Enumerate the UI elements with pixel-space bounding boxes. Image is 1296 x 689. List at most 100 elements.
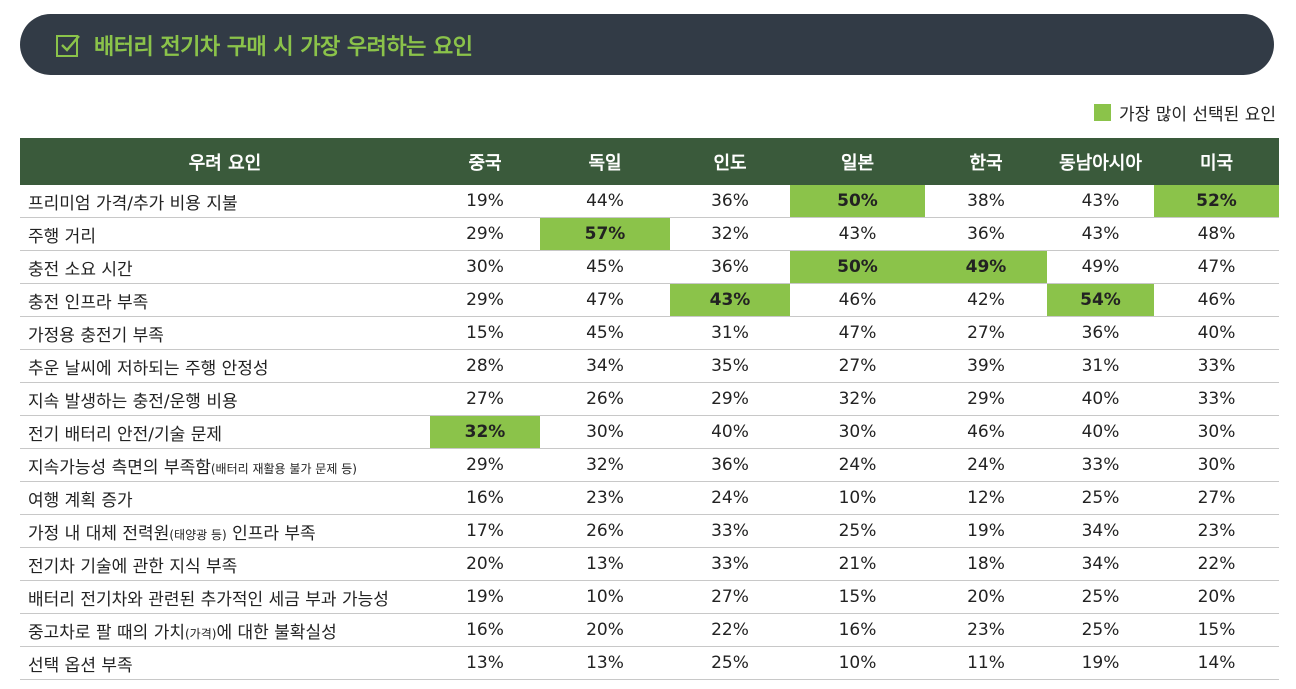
- value-cell: 15%: [1154, 613, 1279, 647]
- factor-label: 배터리 전기차와 관련된 추가적인 세금 부과 가능성: [20, 580, 430, 614]
- value-cell: 28%: [430, 349, 540, 383]
- value-cell: 29%: [430, 217, 540, 251]
- value-cell: 46%: [790, 283, 925, 317]
- value-cell: 36%: [670, 448, 790, 482]
- value-cell: 45%: [540, 316, 670, 350]
- table-body: 프리미엄 가격/추가 비용 지불 19% 44% 36% 50% 38% 43% 52% 주행 …: [20, 185, 1279, 680]
- value-cell: 36%: [925, 217, 1047, 251]
- value-cell: 17%: [430, 514, 540, 548]
- factor-label: 프리미엄 가격/추가 비용 지불: [20, 185, 430, 218]
- value-cell: 43%: [790, 217, 925, 251]
- table-row: 충전 인프라 부족 29% 47% 43% 46% 42% 54% 46%: [20, 283, 1279, 317]
- value-cell: 30%: [790, 415, 925, 449]
- factor-text: 가정 내 대체 전력원: [28, 523, 170, 544]
- value-cell: 54%: [1047, 283, 1154, 317]
- value-cell: 20%: [1154, 580, 1279, 614]
- value-cell: 46%: [925, 415, 1047, 449]
- factor-label: 중고차로 팔 때의 가치(가격)에 대한 불확실성: [20, 613, 430, 647]
- value-cell: 31%: [670, 316, 790, 350]
- value-cell: 34%: [1047, 547, 1154, 581]
- value-cell: 34%: [1047, 514, 1154, 548]
- column-header-country: 중국: [430, 138, 540, 185]
- table-row: 여행 계획 증가 16% 23% 24% 10% 12% 25% 27%: [20, 481, 1279, 515]
- factor-suffix: 에 대한 불확실성: [216, 622, 337, 643]
- value-cell: 20%: [925, 580, 1047, 614]
- value-cell: 14%: [1154, 646, 1279, 680]
- column-header-country: 인도: [670, 138, 790, 185]
- value-cell: 27%: [925, 316, 1047, 350]
- value-cell: 45%: [540, 250, 670, 284]
- value-cell: 10%: [790, 481, 925, 515]
- factor-label: 충전 소요 시간: [20, 250, 430, 284]
- factor-label: 지속 발생하는 충전/운행 비용: [20, 382, 430, 416]
- page-title: 배터리 전기차 구매 시 가장 우려하는 요인: [94, 34, 473, 60]
- value-cell: 30%: [1154, 448, 1279, 482]
- column-header-country: 동남아시아: [1047, 138, 1154, 185]
- factor-note: (배터리 재활용 불가 문제 등): [210, 461, 357, 476]
- value-cell: 43%: [670, 283, 790, 317]
- concern-table: 우려 요인 중국 독일 인도 일본 한국 동남아시아 미국 프리미엄 가격/추가 비용 지불 1…: [20, 138, 1279, 680]
- column-header-factor: 우려 요인: [20, 138, 430, 185]
- value-cell: 24%: [925, 448, 1047, 482]
- table-row: 전기 배터리 안전/기술 문제 32% 30% 40% 30% 46% 40% 30%: [20, 415, 1279, 449]
- table-row: 가정용 충전기 부족 15% 45% 31% 47% 27% 36% 40%: [20, 316, 1279, 350]
- value-cell: 49%: [925, 250, 1047, 284]
- value-cell: 13%: [540, 646, 670, 680]
- value-cell: 27%: [790, 349, 925, 383]
- table-row: 지속 발생하는 충전/운행 비용 27% 26% 29% 32% 29% 40% 33%: [20, 382, 1279, 416]
- factor-label: 충전 인프라 부족: [20, 283, 430, 317]
- table-row: 지속가능성 측면의 부족함(배터리 재활용 불가 문제 등) 29% 32% 36% 2…: [20, 448, 1279, 482]
- factor-label: 가정 내 대체 전력원(태양광 등) 인프라 부족: [20, 514, 430, 548]
- factor-label: 선택 옵션 부족: [20, 646, 430, 680]
- value-cell: 42%: [925, 283, 1047, 317]
- legend-swatch: [1094, 104, 1112, 121]
- value-cell: 25%: [1047, 580, 1154, 614]
- value-cell: 29%: [430, 448, 540, 482]
- factor-text: 가정용 충전기 부족: [28, 325, 164, 346]
- table-row: 가정 내 대체 전력원(태양광 등) 인프라 부족 17% 26% 33% 25% 19%…: [20, 514, 1279, 548]
- value-cell: 34%: [540, 349, 670, 383]
- value-cell: 33%: [670, 547, 790, 581]
- value-cell: 40%: [1047, 415, 1154, 449]
- value-cell: 43%: [1047, 217, 1154, 251]
- table-row: 추운 날씨에 저하되는 주행 안정성 28% 34% 35% 27% 39% 31% 33%: [20, 349, 1279, 383]
- column-header-country: 일본: [790, 138, 925, 185]
- value-cell: 47%: [540, 283, 670, 317]
- value-cell: 33%: [670, 514, 790, 548]
- factor-note: (태양광 등): [169, 527, 227, 542]
- column-header-country: 독일: [540, 138, 670, 185]
- value-cell: 20%: [540, 613, 670, 647]
- value-cell: 25%: [1047, 613, 1154, 647]
- value-cell: 12%: [925, 481, 1047, 515]
- table-row: 선택 옵션 부족 13% 13% 25% 10% 11% 19% 14%: [20, 646, 1279, 680]
- value-cell: 19%: [1047, 646, 1154, 680]
- column-header-country: 한국: [925, 138, 1047, 185]
- value-cell: 50%: [790, 185, 925, 218]
- factor-text: 중고차로 팔 때의 가치: [28, 622, 185, 643]
- value-cell: 57%: [540, 217, 670, 251]
- value-cell: 27%: [1154, 481, 1279, 515]
- factor-text: 전기차 기술에 관한 지식 부족: [28, 556, 238, 577]
- value-cell: 23%: [1154, 514, 1279, 548]
- value-cell: 30%: [540, 415, 670, 449]
- value-cell: 13%: [430, 646, 540, 680]
- value-cell: 25%: [1047, 481, 1154, 515]
- value-cell: 20%: [430, 547, 540, 581]
- value-cell: 23%: [540, 481, 670, 515]
- table-header-row: 우려 요인 중국 독일 인도 일본 한국 동남아시아 미국: [20, 138, 1279, 185]
- table-row: 전기차 기술에 관한 지식 부족 20% 13% 33% 21% 18% 34% 22%: [20, 547, 1279, 581]
- factor-label: 가정용 충전기 부족: [20, 316, 430, 350]
- factor-text: 지속 발생하는 충전/운행 비용: [28, 391, 238, 412]
- value-cell: 33%: [1047, 448, 1154, 482]
- value-cell: 27%: [670, 580, 790, 614]
- value-cell: 36%: [670, 185, 790, 218]
- legend-label: 가장 많이 선택된 요인: [1119, 105, 1276, 125]
- value-cell: 52%: [1154, 185, 1279, 218]
- value-cell: 15%: [430, 316, 540, 350]
- value-cell: 43%: [1047, 185, 1154, 218]
- value-cell: 16%: [430, 481, 540, 515]
- value-cell: 29%: [430, 283, 540, 317]
- value-cell: 49%: [1047, 250, 1154, 284]
- factor-label: 전기차 기술에 관한 지식 부족: [20, 547, 430, 581]
- value-cell: 29%: [670, 382, 790, 416]
